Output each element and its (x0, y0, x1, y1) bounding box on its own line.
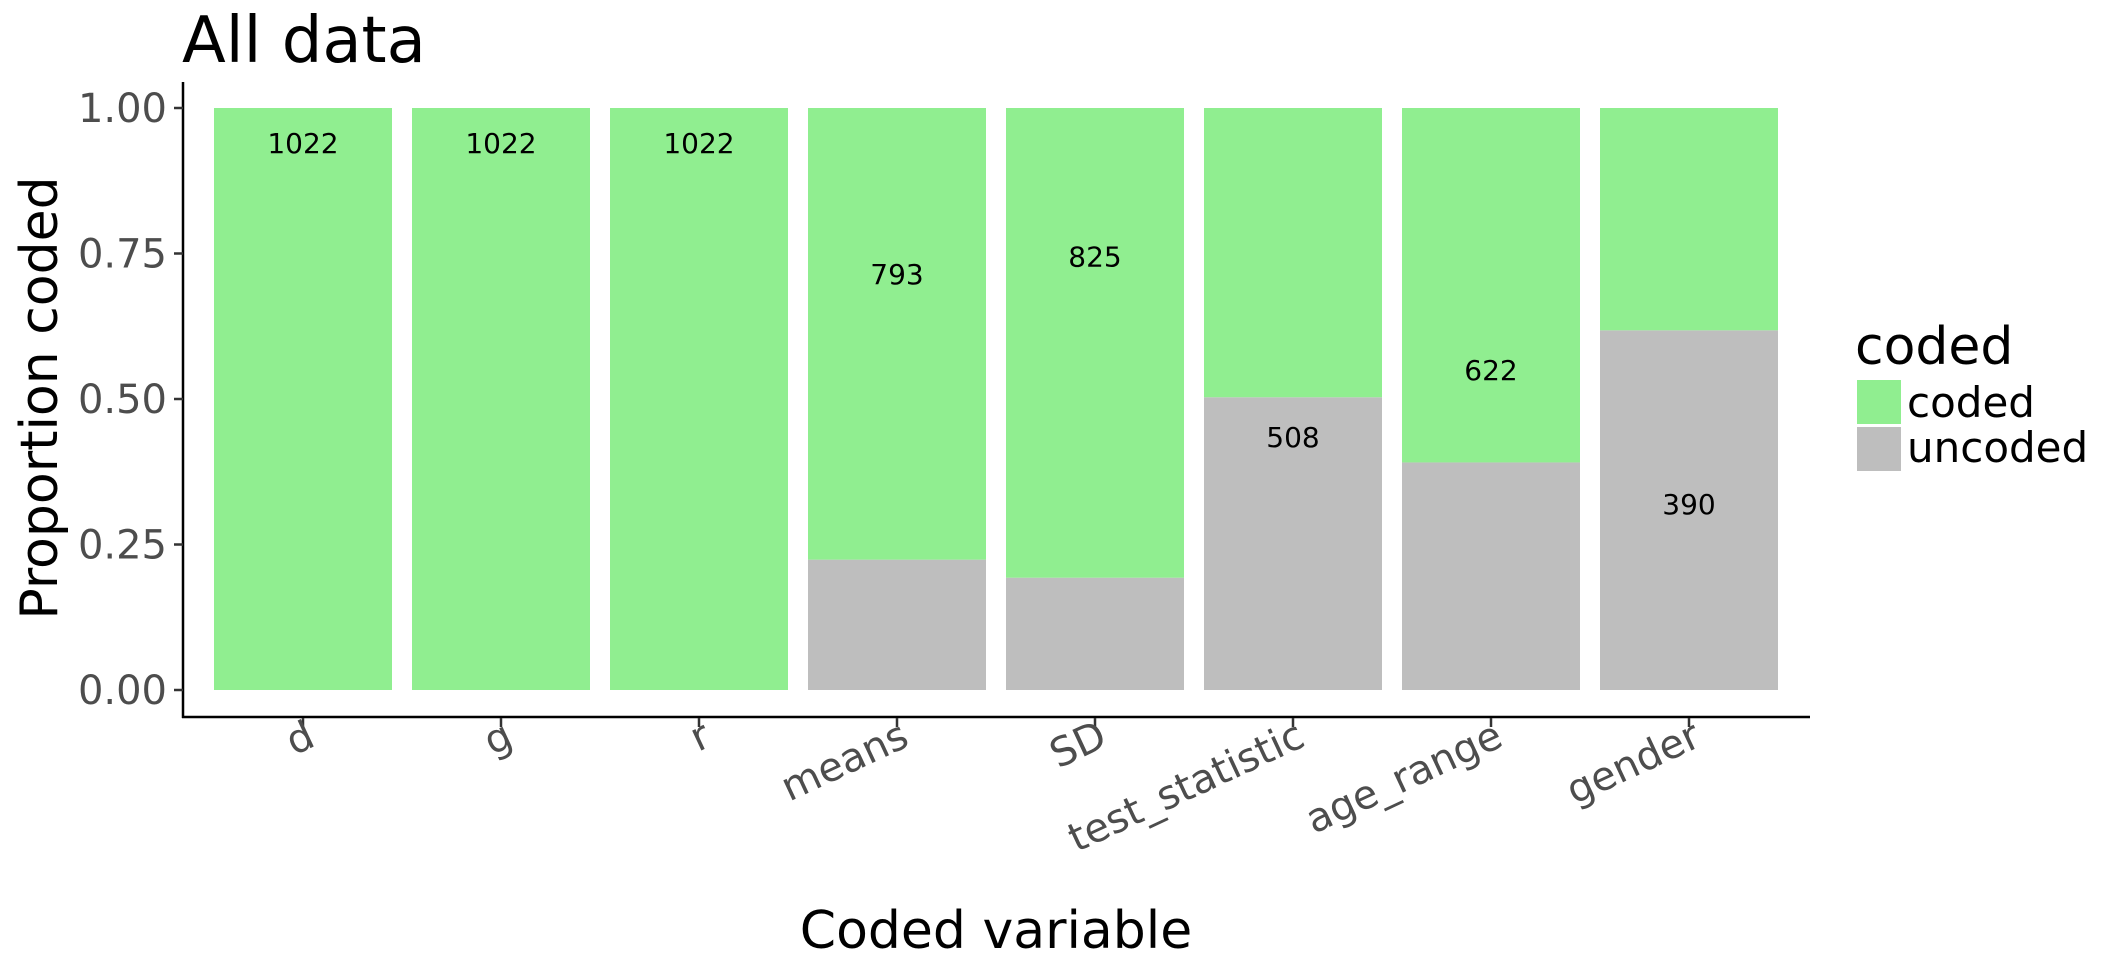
y-tick-label: 0.75 (78, 232, 167, 278)
x-tick-label-r: r (683, 712, 718, 761)
data-label-test-statistic: 508 (1266, 421, 1319, 454)
x-tick-label-d: d (279, 712, 321, 764)
x-tick-label-g: g (477, 712, 519, 764)
bar-uncoded-test-statistic (1204, 397, 1382, 690)
data-label-age-range: 622 (1464, 354, 1517, 387)
data-label-sd: 825 (1068, 240, 1121, 273)
y-tick-label: 0.00 (78, 668, 167, 714)
bar-uncoded-gender (1600, 330, 1778, 690)
bar-coded-d (214, 108, 392, 690)
y-tick-label: 0.25 (78, 523, 167, 569)
bar-coded-gender (1600, 108, 1778, 331)
x-axis-title: Coded variable (800, 901, 1192, 960)
data-labels-group: 1022 1022 1022 793 825 508 622 390 (267, 127, 1715, 521)
x-tick-label-age-range: age_range (1299, 712, 1510, 843)
bar-coded-r (610, 108, 788, 690)
y-tick-label: 1.00 (78, 86, 167, 132)
x-tick-label-gender: gender (1559, 712, 1707, 814)
data-label-means: 793 (870, 258, 923, 291)
legend-title: coded (1855, 317, 2013, 377)
y-tick-label: 0.50 (78, 377, 167, 423)
chart-title: All data (182, 4, 426, 78)
bar-coded-age-range (1402, 108, 1580, 463)
data-label-d: 1022 (267, 127, 338, 160)
data-label-r: 1022 (663, 127, 734, 160)
y-axis-title: Proportion coded (10, 176, 70, 619)
legend-swatch-uncoded (1857, 427, 1901, 471)
bars-group (214, 108, 1778, 690)
x-tick-label-means: means (774, 712, 915, 810)
bar-coded-g (412, 108, 590, 690)
x-tick-label-sd: SD (1043, 712, 1113, 777)
bar-coded-test-statistic (1204, 108, 1382, 398)
bar-coded-means (808, 108, 986, 560)
bar-uncoded-age-range (1402, 462, 1580, 690)
legend-swatch-coded (1857, 380, 1901, 424)
legend: coded coded uncoded (1855, 317, 2088, 472)
legend-label-uncoded: uncoded (1907, 423, 2088, 472)
data-label-g: 1022 (465, 127, 536, 160)
data-label-gender: 390 (1662, 488, 1715, 521)
y-ticks-group: 0.00 0.25 0.50 0.75 1.00 (78, 86, 183, 714)
legend-label-coded: coded (1907, 378, 2035, 427)
bar-uncoded-sd (1006, 577, 1184, 690)
bar-coded-sd (1006, 108, 1184, 578)
bar-uncoded-means (808, 559, 986, 690)
